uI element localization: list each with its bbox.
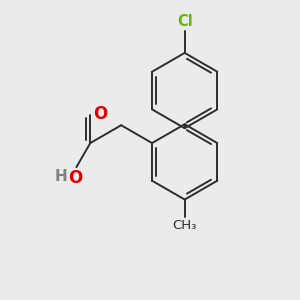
Text: CH₃: CH₃ [172,219,197,232]
Text: O: O [93,105,107,123]
Text: O: O [68,169,83,187]
Text: Cl: Cl [177,14,193,29]
Text: H: H [54,169,67,184]
